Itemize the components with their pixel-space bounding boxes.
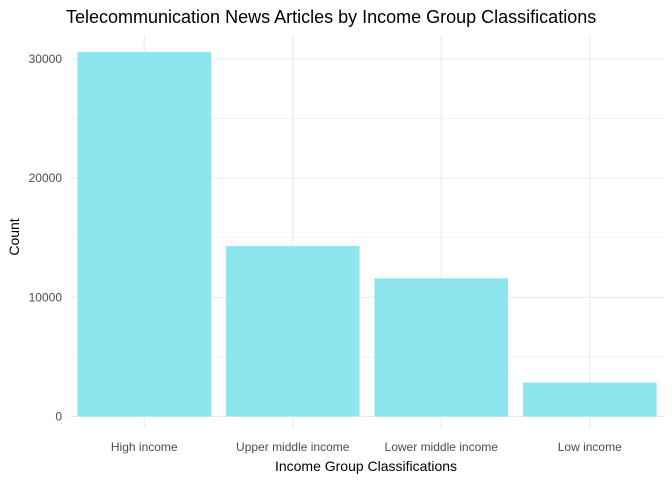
y-tick-label: 30000: [29, 52, 63, 66]
bar-low-income: [522, 382, 657, 417]
x-tick-label: Low income: [558, 440, 622, 454]
y-tick-label: 10000: [29, 290, 63, 304]
bar-upper-middle-income: [225, 246, 360, 417]
bar-lower-middle-income: [374, 278, 509, 417]
bars: [77, 51, 657, 417]
y-tick-label: 0: [55, 410, 62, 424]
y-tick-labels: 0 10000 20000 30000: [29, 52, 63, 424]
bar-high-income: [77, 51, 212, 417]
x-tick-label: Lower middle income: [385, 440, 499, 454]
chart-title: Telecommunication News Articles by Incom…: [66, 7, 596, 27]
x-tick-label: Upper middle income: [236, 440, 350, 454]
y-axis-title: Count: [6, 218, 22, 255]
x-tick-labels: High income Upper middle income Lower midd…: [111, 440, 622, 454]
x-tick-label: High income: [111, 440, 178, 454]
x-axis-title: Income Group Classifications: [275, 458, 457, 474]
y-tick-label: 20000: [29, 171, 63, 185]
